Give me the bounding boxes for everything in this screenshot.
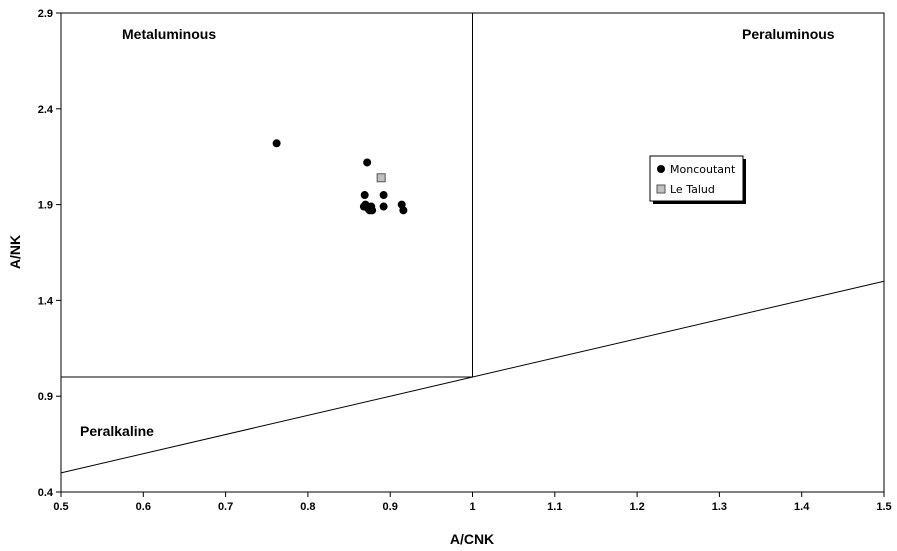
x-tick-label: 0.8 <box>300 501 315 513</box>
boundary-lines <box>60 13 885 474</box>
legend-label-moncoutant: Moncoutant <box>670 163 736 176</box>
region-label-peraluminous: Peraluminous <box>742 26 835 42</box>
x-tick-label: 0.6 <box>136 501 151 513</box>
region-label-peralkaline: Peralkaline <box>80 423 154 439</box>
data-point-moncoutant <box>272 139 281 148</box>
boundary-line <box>60 280 885 474</box>
data-point-moncoutant <box>363 158 372 167</box>
legend: Moncoutant Le Talud <box>649 155 746 204</box>
x-tick-label: 0.7 <box>218 501 233 513</box>
y-tick-label: 1.9 <box>38 200 53 212</box>
x-tick-label: 1.2 <box>629 501 644 513</box>
data-point-moncoutant <box>379 202 388 211</box>
data-points <box>272 139 408 215</box>
x-tick-label: 0.9 <box>383 501 398 513</box>
legend-label-le-talud: Le Talud <box>670 183 715 196</box>
data-point-moncoutant <box>360 191 369 200</box>
y-axis-title: A/NK <box>7 235 23 269</box>
x-axis-ticks: 0.5 0.6 0.7 0.8 0.9 1 1.1 1.2 1.3 1.4 1.5 <box>53 492 892 513</box>
x-tick-label: 1.1 <box>547 501 562 513</box>
y-tick-label: 2.9 <box>38 8 53 20</box>
y-tick-label: 0.4 <box>38 487 54 499</box>
y-axis-ticks: 0.4 0.9 1.4 1.9 2.4 2.9 <box>38 8 61 499</box>
y-tick-label: 0.9 <box>38 391 53 403</box>
x-tick-label: 0.5 <box>53 501 68 513</box>
data-point-moncoutant <box>368 206 377 215</box>
x-tick-label: 1.5 <box>876 501 891 513</box>
y-tick-label: 1.4 <box>38 295 54 307</box>
data-point-moncoutant <box>399 206 408 215</box>
x-tick-label: 1.4 <box>794 501 810 513</box>
x-tick-label: 1 <box>469 501 475 513</box>
y-tick-label: 2.4 <box>38 104 54 116</box>
x-tick-label: 1.3 <box>712 501 727 513</box>
data-point-moncoutant <box>379 191 388 200</box>
x-axis-title: A/CNK <box>450 531 494 547</box>
legend-marker-le-talud <box>656 184 666 194</box>
data-point-le-talud <box>376 173 386 183</box>
region-label-metaluminous: Metaluminous <box>122 26 216 42</box>
legend-marker-moncoutant <box>657 165 665 173</box>
